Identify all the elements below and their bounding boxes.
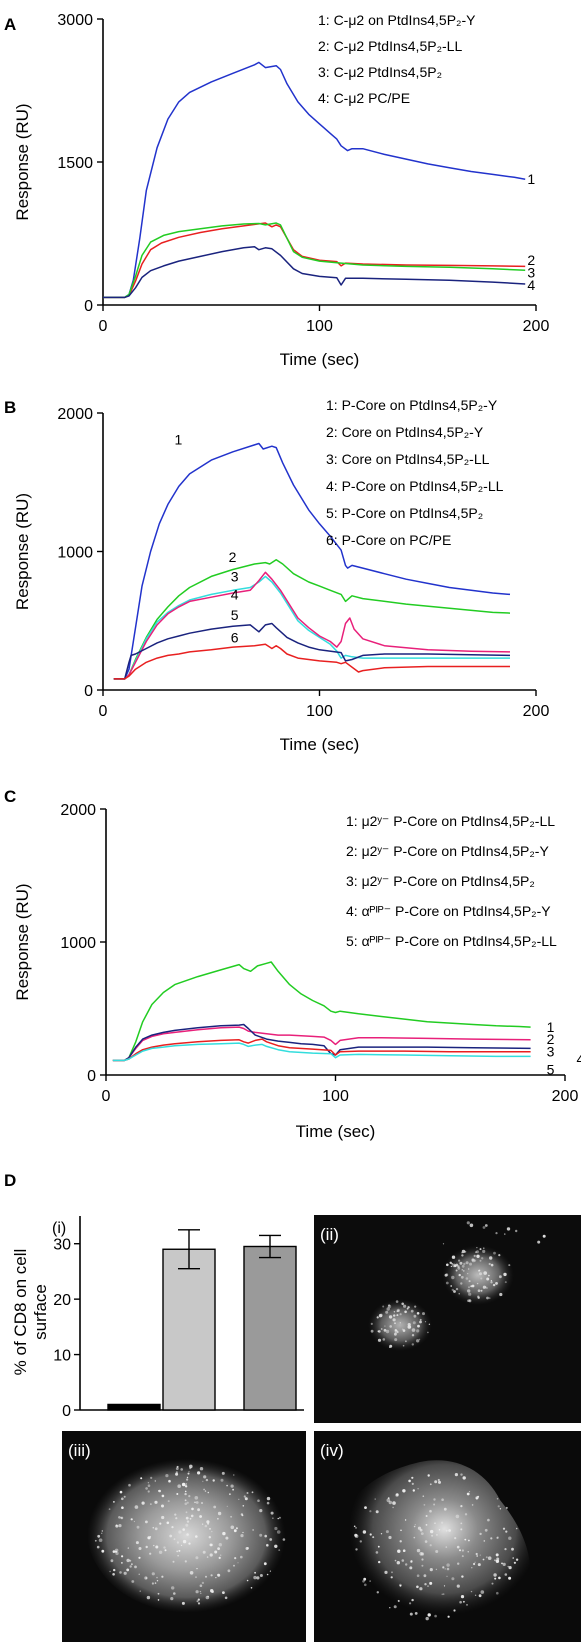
x-tick-label: 0 — [102, 1088, 111, 1105]
y-tick-label: 0 — [84, 683, 93, 700]
x-tick-label: 200 — [523, 703, 550, 720]
micrograph-iii-label: (iii) — [68, 1441, 91, 1460]
micrograph-ii: (ii) — [314, 1215, 581, 1423]
series-line-4 — [103, 246, 526, 299]
legend-entry-4: 4: C-μ2 PC/PE — [318, 90, 410, 106]
series-label-3: 3 — [547, 1044, 555, 1060]
series-label-2: 2 — [547, 1031, 555, 1047]
bar-3 — [243, 1245, 297, 1411]
micrograph-ii-label: (ii) — [320, 1225, 339, 1244]
series-label-5: 5 — [231, 607, 239, 623]
series-line-4 — [112, 1038, 531, 1062]
micrograph-iv-label: (iv) — [320, 1441, 344, 1460]
y-axis-label: Response (RU) — [13, 883, 32, 1000]
series-label-6: 6 — [231, 629, 239, 645]
x-tick-label: 200 — [523, 318, 550, 335]
legend-entry-4: 4: αᴾᴵᴾ⁻ P-Core on PtdIns4,5P₂-Y — [346, 903, 551, 919]
x-axis-label: Time (sec) — [280, 735, 360, 754]
bar-2 — [162, 1248, 216, 1411]
y-tick-label: 0 — [84, 298, 93, 315]
series-label-4: 4 — [527, 277, 535, 293]
legend-entry-1: 1: P-Core on PtdIns4,5P₂-Y — [326, 397, 498, 413]
x-tick-label: 100 — [306, 703, 333, 720]
legend-entry-6: 6: P-Core on PC/PE — [326, 532, 451, 548]
panel-letter-a: A — [4, 15, 16, 34]
series-label-2: 2 — [229, 549, 237, 565]
panel-letter-c: C — [4, 787, 16, 806]
series-line-2 — [103, 222, 526, 299]
chart-c: 0 1000 2000 0 100 200 Time (sec) Response (RU) 1… — [13, 802, 581, 1141]
series-label-4: 4 — [231, 586, 239, 602]
legend-entry-3: 3: μ2ʸ⁻ P-Core on PtdIns4,5P₂ — [346, 873, 535, 889]
bar-y-axis-label-line-1: % of CD8 on cell — [11, 1249, 30, 1376]
bar-y-tick-label: 10 — [53, 1348, 71, 1365]
legend-entry-1: 1: C-μ2 on PtdIns4,5P₂-Y — [318, 12, 476, 28]
series-line-3 — [112, 1023, 531, 1062]
series-line-3 — [113, 575, 510, 680]
bar-y-tick-label: 30 — [53, 1237, 71, 1254]
chart-a: 0 1500 3000 0 100 200 Time (sec) Response (RU) 1… — [13, 12, 549, 369]
series-line-2 — [112, 1026, 531, 1062]
series-line-6 — [113, 643, 510, 680]
series-label-3: 3 — [231, 568, 239, 584]
y-tick-label: 1000 — [57, 545, 93, 562]
legend-entry-5: 5: P-Core on PtdIns4,5P₂ — [326, 505, 483, 521]
series-label-1: 1 — [547, 1019, 555, 1035]
panel-letter-d: D — [4, 1171, 16, 1190]
x-tick-label: 0 — [99, 318, 108, 335]
series-line-5 — [113, 622, 511, 680]
legend-entry-4: 4: P-Core on PtdIns4,5P₂-LL — [326, 478, 504, 494]
series-line-2 — [113, 559, 511, 680]
legend-entry-2: 2: Core on PtdIns4,5P₂-Y — [326, 424, 484, 440]
panel-letter-b: B — [4, 398, 16, 417]
y-axis-label: Response (RU) — [13, 493, 32, 610]
micrograph-iii: (iii) — [62, 1431, 306, 1642]
series-label-3: 3 — [527, 265, 535, 281]
series-line-4 — [113, 571, 511, 680]
x-axis-label: Time (sec) — [296, 1122, 376, 1141]
series-line-1 — [112, 961, 531, 1062]
legend-entry-3: 3: Core on PtdIns4,5P₂-LL — [326, 451, 490, 467]
legend-entry-1: 1: μ2ʸ⁻ P-Core on PtdIns4,5P₂-LL — [346, 813, 555, 829]
y-axis-label: Response (RU) — [13, 103, 32, 220]
y-tick-label: 0 — [87, 1068, 96, 1085]
bar-panel-label: (i) — [52, 1220, 66, 1237]
chart-d-bar: 0 10 20 30 — [53, 1216, 304, 1420]
y-tick-label: 2000 — [60, 802, 96, 819]
bar-y-tick-label: 0 — [62, 1403, 71, 1420]
legend-entry-2: 2: C-μ2 PtdIns4,5P₂-LL — [318, 38, 462, 54]
micrograph-iv: (iv) — [314, 1431, 581, 1642]
series-line-1 — [103, 61, 526, 299]
x-axis-label: Time (sec) — [280, 350, 360, 369]
y-tick-label: 2000 — [57, 406, 93, 423]
bar-y-tick-label: 20 — [53, 1292, 71, 1309]
y-tick-label: 1500 — [57, 155, 93, 172]
x-tick-label: 200 — [552, 1088, 579, 1105]
series-label-2: 2 — [527, 252, 535, 268]
legend-entry-3: 3: C-μ2 PtdIns4,5P₂ — [318, 64, 442, 80]
legend-entry-5: 5: αᴾᴵᴾ⁻ P-Core on PtdIns4,5P₂-LL — [346, 933, 557, 949]
series-line-5 — [112, 1042, 531, 1062]
legend-entry-2: 2: μ2ʸ⁻ P-Core on PtdIns4,5P₂-Y — [346, 843, 549, 859]
x-tick-label: 100 — [306, 318, 333, 335]
series-label-1: 1 — [527, 171, 535, 187]
bar-1 — [107, 1403, 161, 1411]
series-label-1: 1 — [174, 431, 182, 447]
bar-y-axis-label-line-2: surface — [31, 1284, 50, 1340]
series-label-4: 4 — [576, 1051, 581, 1067]
series-line-1 — [113, 442, 511, 680]
x-tick-label: 100 — [322, 1088, 349, 1105]
series-line-3 — [103, 222, 526, 299]
y-tick-label: 3000 — [57, 12, 93, 29]
chart-b: 0 1000 2000 0 100 200 Time (sec) Response (RU) 1… — [13, 397, 549, 754]
series-label-5: 5 — [547, 1062, 555, 1078]
x-tick-label: 0 — [99, 703, 108, 720]
y-tick-label: 1000 — [60, 935, 96, 952]
